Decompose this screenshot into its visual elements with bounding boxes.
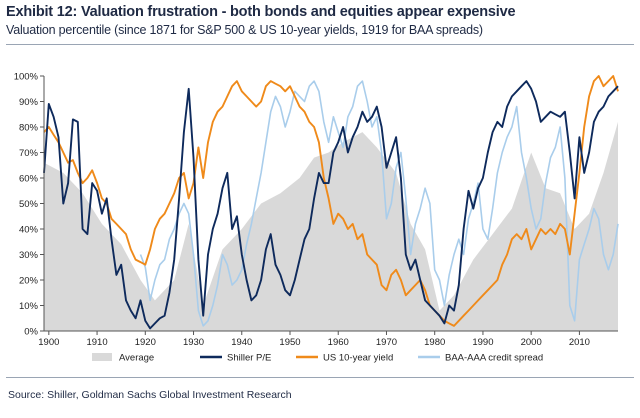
y-tick-label: 60%	[19, 173, 39, 184]
x-tick-label: 1930	[183, 337, 204, 348]
series-line-shiller-p-e	[43, 80, 619, 330]
x-tick-label: 1940	[231, 337, 252, 348]
legend-label: US 10-year yield	[323, 352, 393, 363]
y-tick-label: 10%	[19, 301, 39, 312]
series-line-us-10-year-yield	[43, 75, 619, 327]
legend: Average Shiller P/E US 10-year yield BAA-AA…	[92, 352, 543, 363]
y-tick-label: 100%	[14, 71, 39, 82]
legend-item-us-10-year-yield: US 10-year yield	[296, 352, 393, 363]
plot-area	[43, 75, 619, 332]
x-tick-label: 2010	[569, 337, 590, 348]
legend-item-average: Average	[92, 352, 154, 363]
x-axis-ticks: 1900 1910 1920 1930 1940 1950 1960 1970 1980 1990…	[38, 331, 590, 348]
y-tick-label: 90%	[19, 97, 39, 108]
legend-label: BAA-AAA credit spread	[445, 352, 543, 363]
average-area-layer	[44, 121, 618, 332]
x-tick-label: 2000	[521, 337, 542, 348]
series-line-baa-aaa-credit-spread	[139, 80, 619, 327]
x-tick-label: 1960	[328, 337, 349, 348]
legend-label: Shiller P/E	[227, 352, 271, 363]
series-lines-layer	[43, 75, 619, 330]
source-note: Source: Shiller, Goldman Sachs Global In…	[8, 389, 292, 401]
x-tick-label: 1900	[38, 337, 59, 348]
page-subtitle: Valuation percentile (since 1871 for S&P…	[6, 23, 483, 37]
x-tick-label: 1970	[376, 337, 397, 348]
y-tick-label: 0%	[24, 326, 38, 337]
y-tick-label: 50%	[19, 199, 39, 210]
x-tick-label: 1910	[86, 337, 107, 348]
legend-swatch	[92, 353, 112, 361]
y-tick-label: 70%	[19, 148, 39, 159]
legend-item-shiller-p-e: Shiller P/E	[200, 352, 271, 363]
y-tick-label: 20%	[19, 275, 39, 286]
y-tick-label: 40%	[19, 224, 39, 235]
chart-frame	[6, 44, 634, 378]
legend-item-baa-aaa-credit-spread: BAA-AAA credit spread	[418, 352, 543, 363]
y-tick-label: 30%	[19, 250, 39, 261]
x-tick-label: 1990	[472, 337, 493, 348]
page-title: Exhibit 12: Valuation frustration - both…	[6, 4, 516, 20]
series-area-average	[44, 121, 618, 332]
x-tick-label: 1920	[135, 337, 156, 348]
x-tick-label: 1980	[424, 337, 445, 348]
x-tick-label: 1950	[279, 337, 300, 348]
y-tick-label: 80%	[19, 122, 39, 133]
legend-label: Average	[119, 352, 154, 363]
y-axis-ticks: 0% 10% 20% 30% 40% 50% 60% 70% 80% 90% 100%	[14, 71, 44, 337]
